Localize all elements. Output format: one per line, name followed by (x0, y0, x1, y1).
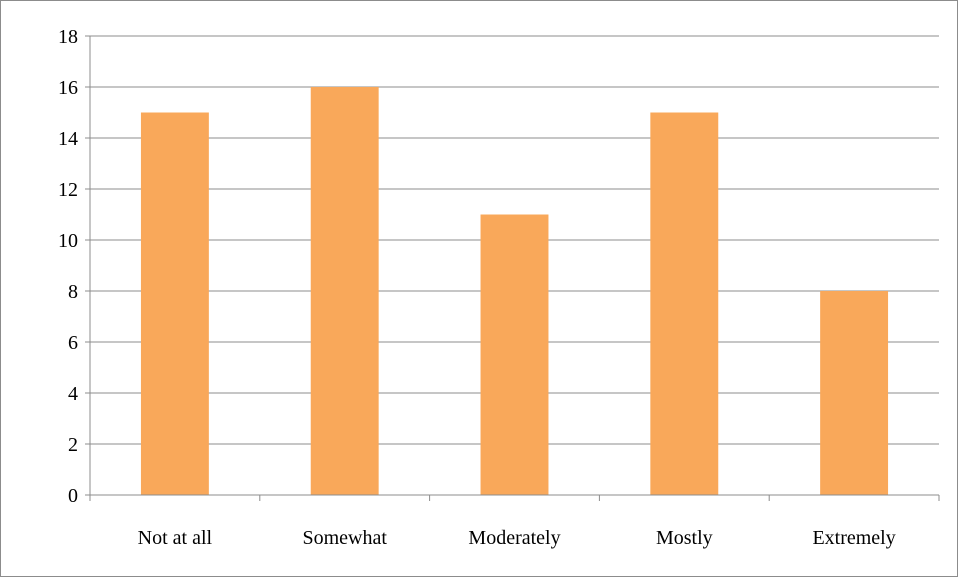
y-tick-label: 0 (68, 485, 78, 507)
axes (85, 35, 940, 501)
y-tick-label: 16 (58, 77, 78, 99)
x-tick-label: Moderately (468, 527, 560, 549)
bar-not-at-all (140, 112, 209, 495)
y-tick-label: 4 (68, 383, 78, 405)
y-tick-label: 10 (58, 230, 78, 252)
y-tick-label: 8 (68, 281, 78, 303)
x-tick-label: Somewhat (302, 527, 387, 549)
y-tick-label: 14 (58, 128, 78, 150)
bar-mostly (650, 112, 719, 495)
y-tick-label: 12 (58, 179, 78, 201)
bars (140, 87, 889, 495)
x-tick-label: Mostly (656, 527, 713, 549)
x-tick-label: Not at all (138, 527, 213, 549)
y-tick-label: 18 (58, 26, 78, 48)
x-tick-label: Extremely (812, 527, 895, 549)
bar-moderately (480, 214, 549, 495)
bar-somewhat (310, 87, 379, 495)
y-tick-label: 6 (68, 332, 78, 354)
y-tick-labels: 0 2 4 6 8 10 12 14 16 18 (58, 26, 78, 507)
x-tick-labels: Not at all Somewhat Moderately Mostly Extrem… (138, 527, 896, 549)
y-tick-label: 2 (68, 434, 78, 456)
bar-extremely (820, 291, 889, 495)
